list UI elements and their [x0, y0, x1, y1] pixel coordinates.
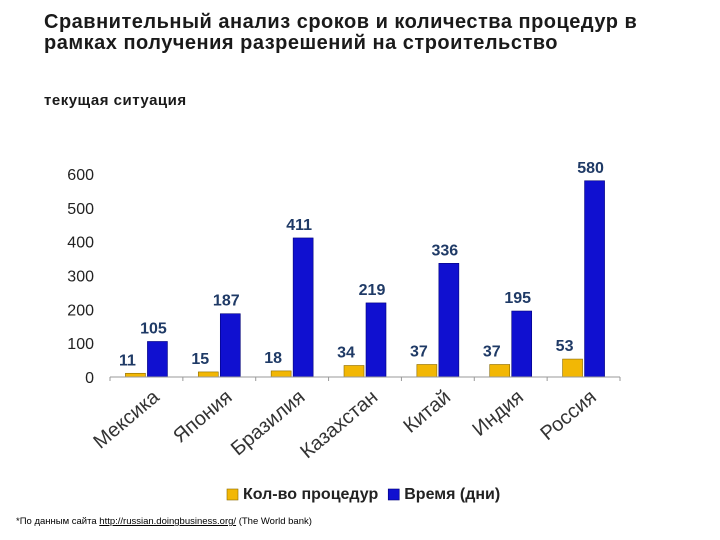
- data-label: 18: [264, 350, 282, 367]
- data-label: 187: [213, 293, 240, 310]
- data-label: 411: [286, 217, 312, 234]
- y-tick-label: 500: [67, 201, 94, 218]
- data-label: 195: [504, 290, 531, 307]
- data-label: 105: [140, 320, 167, 337]
- x-tick-label: Казахстан: [296, 386, 382, 463]
- y-tick-label: 300: [67, 269, 94, 286]
- bar-procedures: [125, 372, 146, 378]
- page-title: Сравнительный анализ сроков и количества…: [44, 11, 638, 54]
- data-label: 15: [191, 351, 209, 368]
- y-tick-label: 600: [67, 167, 94, 184]
- x-tick-label: Китай: [400, 386, 456, 438]
- page-subtitle: текущая ситуация: [44, 92, 187, 109]
- legend: Кол-во процедур Время (дни): [226, 486, 500, 503]
- legend-label: Время (дни): [404, 486, 500, 503]
- bar-days: [365, 302, 387, 378]
- y-tick-label: 100: [67, 336, 94, 353]
- bar-procedures: [270, 370, 292, 378]
- source-link[interactable]: http://russian.doingbusiness.org/: [99, 516, 237, 527]
- y-tick-label: 0: [85, 370, 94, 387]
- data-label: 37: [483, 343, 501, 360]
- bars: [125, 180, 605, 378]
- footnote-suffix: (The World bank): [236, 516, 312, 527]
- data-label: 580: [577, 160, 604, 177]
- bar-days: [438, 263, 460, 378]
- x-tick-label: Бразилия: [227, 386, 309, 460]
- x-tick-label: Индия: [469, 386, 528, 441]
- bar-procedures: [489, 364, 511, 378]
- data-label: 336: [432, 242, 459, 259]
- legend-swatch: [387, 488, 400, 501]
- bar-days: [219, 313, 241, 378]
- source-footnote: *По данным сайта http://russian.doingbus…: [16, 516, 312, 527]
- data-label: 53: [556, 338, 574, 355]
- x-axis-ticks: [109, 377, 621, 381]
- bar-procedures: [416, 364, 438, 378]
- legend-swatch: [226, 488, 239, 501]
- x-tick-label: Россия: [536, 386, 600, 445]
- x-tick-label: Япония: [169, 386, 236, 447]
- bar-procedures: [343, 365, 365, 378]
- data-label: 219: [359, 282, 386, 299]
- y-axis-labels: 0 100 200 300 400 500 600: [67, 167, 94, 387]
- y-tick-label: 200: [67, 302, 94, 319]
- footnote-prefix: *По данным сайта: [16, 516, 100, 527]
- bar-days: [584, 180, 605, 378]
- data-label: 11: [119, 352, 136, 369]
- data-label: 37: [410, 343, 428, 360]
- x-tick-label: Мексика: [89, 385, 164, 453]
- bar-days: [147, 341, 168, 378]
- bar-procedures: [197, 371, 219, 378]
- legend-label: Кол-во процедур: [243, 486, 378, 503]
- bar-days: [511, 310, 533, 378]
- bar-procedures: [562, 358, 583, 378]
- y-tick-label: 400: [67, 235, 94, 252]
- bar-days: [292, 237, 314, 378]
- data-label: 34: [337, 344, 355, 361]
